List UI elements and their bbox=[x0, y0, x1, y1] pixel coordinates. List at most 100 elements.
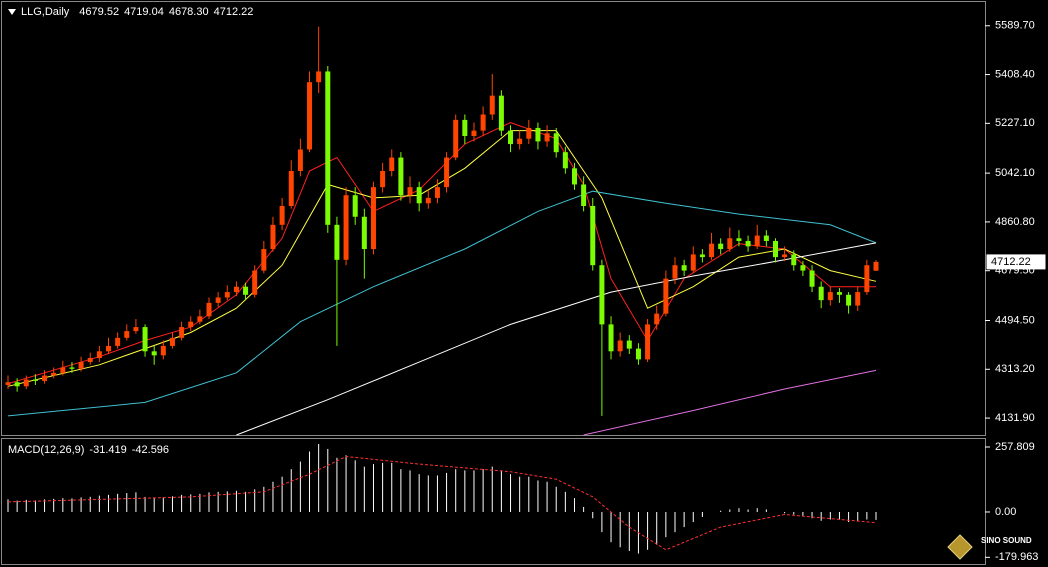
candle-body bbox=[836, 292, 842, 295]
candle-body bbox=[69, 367, 75, 369]
close-label: 4712.22 bbox=[214, 6, 254, 18]
candle-body bbox=[654, 313, 660, 325]
candle-body bbox=[261, 249, 267, 271]
candle-body bbox=[635, 348, 641, 360]
candle-body bbox=[151, 351, 157, 356]
candle-body bbox=[553, 133, 559, 153]
candle-body bbox=[444, 157, 450, 188]
candle-body bbox=[453, 119, 459, 158]
candle-body bbox=[864, 265, 870, 293]
candle-body bbox=[873, 261, 879, 271]
logo: SINO SOUND bbox=[947, 534, 1032, 560]
candle-body bbox=[544, 133, 550, 142]
candle-body bbox=[645, 324, 651, 360]
candle-body bbox=[855, 292, 861, 306]
moving-average-line bbox=[7, 130, 877, 387]
current-price-label: 4712.22 bbox=[991, 256, 1031, 268]
candle-body bbox=[96, 351, 102, 359]
candle-body bbox=[398, 157, 404, 196]
candle-body bbox=[718, 243, 724, 250]
candle-body bbox=[416, 187, 422, 204]
symbol-menu-arrow[interactable] bbox=[8, 9, 16, 15]
candle-body bbox=[489, 95, 495, 115]
candle-body bbox=[498, 95, 504, 131]
candle-body bbox=[316, 71, 322, 83]
y-tick-label: 5408.40 bbox=[995, 68, 1035, 80]
candle-body bbox=[5, 382, 11, 385]
candle-body bbox=[480, 114, 486, 131]
candle-body bbox=[425, 197, 431, 204]
candle-body bbox=[252, 270, 258, 295]
candle-body bbox=[517, 138, 523, 145]
candle-body bbox=[471, 130, 477, 137]
moving-average-line bbox=[7, 190, 877, 417]
candle-body bbox=[590, 205, 596, 266]
candle-body bbox=[571, 168, 577, 185]
candle-body bbox=[78, 362, 84, 369]
y-tick-label: 5042.10 bbox=[995, 167, 1035, 179]
candle-body bbox=[14, 382, 20, 387]
high-label: 4719.04 bbox=[124, 6, 164, 18]
y-tick-label: 5589.70 bbox=[995, 20, 1035, 32]
candle-body bbox=[270, 224, 276, 250]
price-panel-frame bbox=[1, 1, 986, 436]
y-tick-label: 4131.90 bbox=[995, 412, 1035, 424]
candle-body bbox=[297, 149, 303, 172]
candle-body bbox=[736, 238, 742, 241]
candle-body bbox=[809, 270, 815, 287]
candle-body bbox=[690, 254, 696, 271]
open-label: 4679.52 bbox=[79, 6, 119, 18]
macd-value: -31.419 bbox=[89, 444, 126, 456]
candle-body bbox=[672, 265, 678, 279]
candle-body bbox=[754, 235, 760, 247]
candle-body bbox=[51, 372, 57, 376]
candle-body bbox=[581, 184, 587, 206]
candle-body bbox=[846, 294, 852, 306]
candle-body bbox=[827, 292, 833, 301]
macd-title: MACD(12,26,9) bbox=[8, 444, 84, 456]
macd-panel-frame bbox=[1, 438, 986, 565]
current-price-box bbox=[986, 254, 1046, 270]
candle-body bbox=[142, 327, 148, 352]
logo-text: SINO SOUND bbox=[981, 536, 1032, 545]
y-tick-label: 4860.80 bbox=[995, 216, 1035, 228]
candle-body bbox=[23, 379, 29, 387]
candle-body bbox=[663, 278, 669, 314]
candle-body bbox=[782, 254, 788, 258]
candle-body bbox=[361, 216, 367, 250]
candle-body bbox=[224, 292, 230, 298]
candle-body bbox=[745, 240, 751, 247]
candle-body bbox=[763, 235, 769, 241]
candle-body bbox=[681, 265, 687, 271]
moving-average-line bbox=[236, 242, 877, 436]
macd-header: MACD(12,26,9) -31.419 -42.596 bbox=[8, 444, 169, 456]
candle-body bbox=[133, 327, 139, 332]
candle-body bbox=[106, 345, 112, 352]
chart-header: LLG,Daily 4679.52 4719.04 4678.30 4712.22 bbox=[21, 6, 253, 18]
candle-body bbox=[626, 340, 632, 349]
y-tick-label: 4313.20 bbox=[995, 363, 1035, 375]
low-label: 4678.30 bbox=[169, 6, 209, 18]
y-tick-label: 5227.10 bbox=[995, 117, 1035, 129]
candle-body bbox=[389, 157, 395, 172]
candle-body bbox=[526, 127, 532, 139]
candle-body bbox=[60, 367, 66, 373]
candle-body bbox=[699, 254, 705, 258]
candle-body bbox=[462, 119, 468, 137]
candle-body bbox=[288, 171, 294, 206]
candle-body bbox=[617, 340, 623, 352]
macd-signal-line bbox=[7, 455, 877, 551]
moving-average-line bbox=[583, 369, 877, 436]
candle-body bbox=[508, 130, 514, 145]
candle-body bbox=[370, 187, 376, 250]
candle-body bbox=[599, 265, 605, 325]
candle-body bbox=[115, 337, 121, 346]
candle-body bbox=[352, 195, 358, 217]
candle-body bbox=[407, 187, 413, 196]
candle-body bbox=[42, 375, 48, 381]
macd-y-tick-label: 257.809 bbox=[995, 441, 1035, 453]
candle-body bbox=[169, 337, 175, 346]
